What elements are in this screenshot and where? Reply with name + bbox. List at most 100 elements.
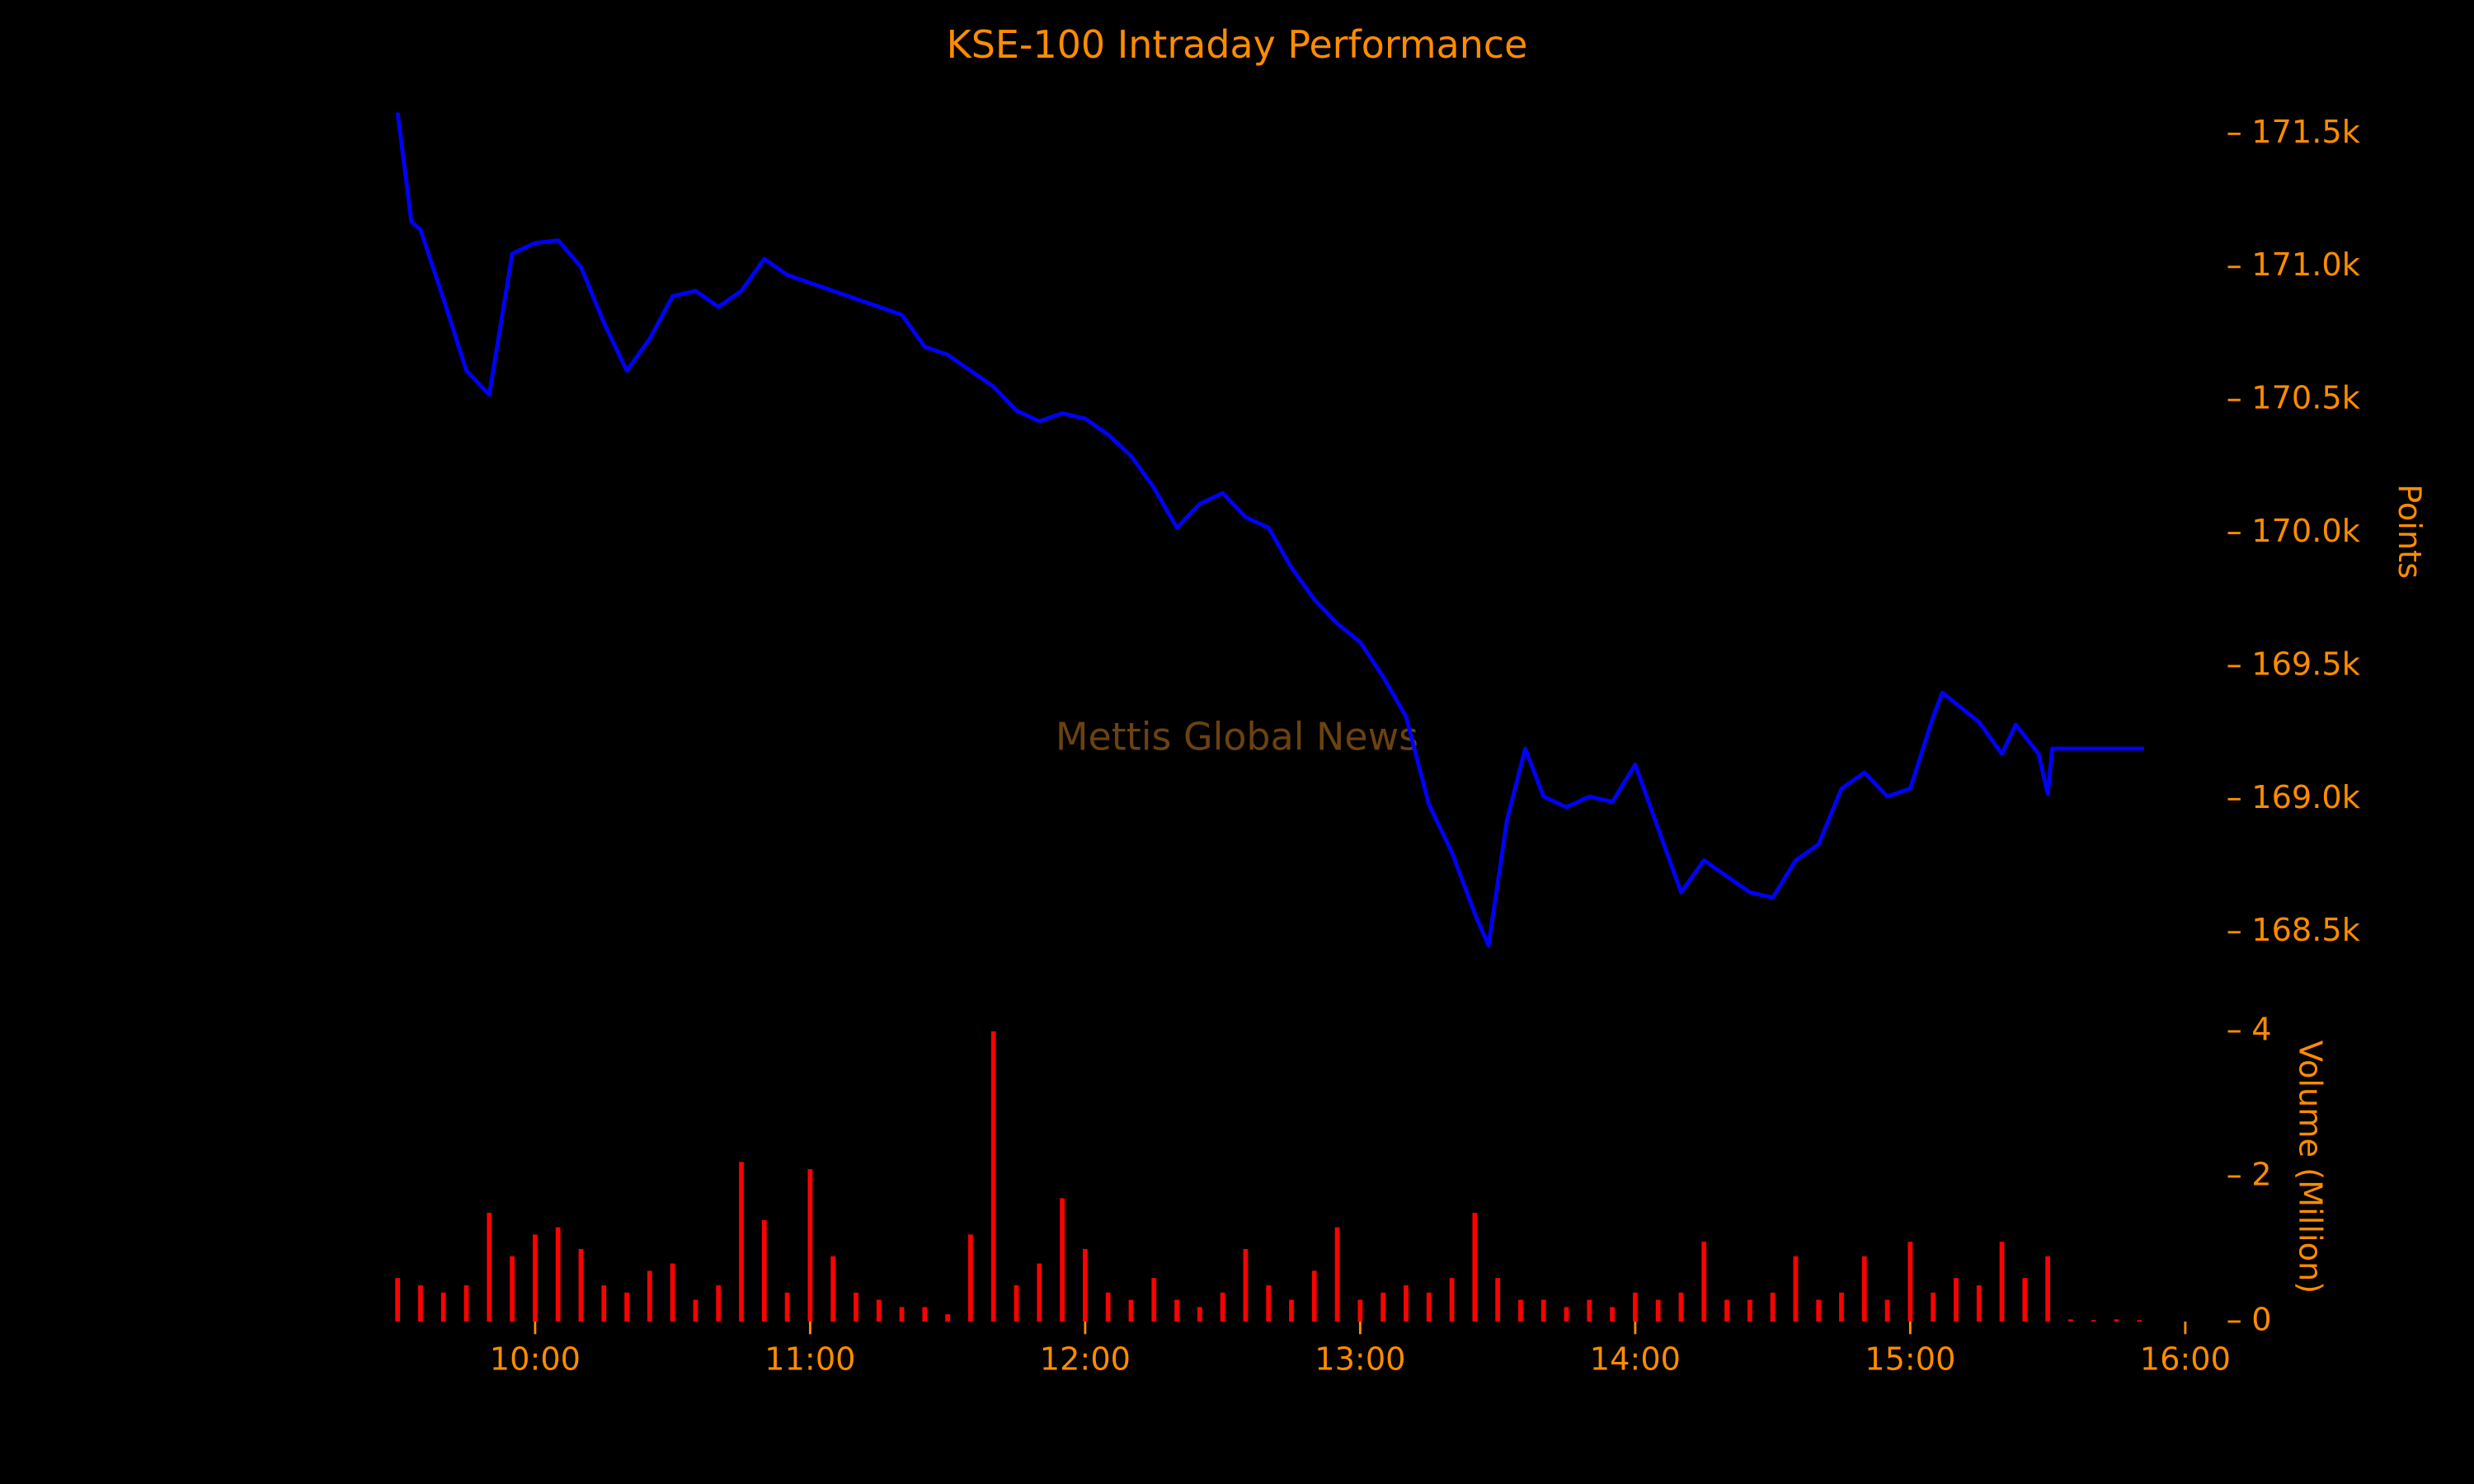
volume-bar xyxy=(2045,1256,2050,1322)
volume-bar xyxy=(1976,1284,1982,1322)
volume-bar xyxy=(1747,1299,1752,1322)
volume-bar xyxy=(463,1284,469,1322)
volume-bar xyxy=(1197,1307,1202,1322)
y-axis-label: Points xyxy=(2391,484,2428,579)
volume-bar xyxy=(1449,1278,1455,1322)
volume-bar xyxy=(1678,1292,1684,1322)
volume-bar xyxy=(1311,1270,1317,1322)
volume-bar xyxy=(1701,1242,1707,1322)
volume-bar xyxy=(1816,1299,1822,1322)
volume-bar xyxy=(1587,1299,1592,1322)
volume-bar xyxy=(670,1263,675,1322)
volume-bar xyxy=(693,1299,698,1322)
volume-bar xyxy=(716,1284,722,1322)
volume-bar xyxy=(555,1227,561,1322)
volume-bar xyxy=(1243,1248,1249,1322)
volume-bar xyxy=(1083,1248,1088,1322)
volume-bar xyxy=(761,1219,767,1322)
y2-axis-label: Volume (Million) xyxy=(2292,1040,2329,1294)
volume-bar xyxy=(1999,1242,2005,1322)
volume-bar xyxy=(533,1234,538,1322)
x-tick-label: 15:00 xyxy=(1865,1341,1955,1378)
volume-bar xyxy=(2022,1278,2028,1322)
volume-bar xyxy=(1105,1292,1111,1322)
volume-bar xyxy=(945,1314,951,1322)
volume-bar xyxy=(1174,1299,1179,1322)
y-tick-label: 171.0k xyxy=(2251,247,2361,284)
volume-bar xyxy=(1655,1299,1661,1322)
volume-bar xyxy=(1128,1299,1134,1322)
volume-bar xyxy=(899,1307,905,1322)
volume-bar xyxy=(1540,1299,1546,1322)
y-tick-label: 2 xyxy=(2251,1156,2271,1193)
volume-bar xyxy=(1861,1256,1867,1322)
volume-bar xyxy=(487,1212,492,1322)
volume-bar xyxy=(1564,1307,1569,1322)
y-tick-label: 4 xyxy=(2251,1012,2271,1049)
y-tick-label: 0 xyxy=(2251,1301,2271,1338)
volume-bar xyxy=(624,1292,629,1322)
x-tick-label: 13:00 xyxy=(1315,1341,1405,1378)
y-tick-label: 169.5k xyxy=(2251,646,2361,683)
volume-bar xyxy=(1793,1256,1799,1322)
volume-bar xyxy=(647,1270,652,1322)
x-tick-label: 10:00 xyxy=(490,1341,581,1378)
volume-bar xyxy=(1289,1299,1294,1322)
watermark: Mettis Global News xyxy=(1056,715,1418,759)
volume-bar xyxy=(1884,1299,1890,1322)
volume-bar xyxy=(2114,1319,2119,1322)
volume-bar xyxy=(854,1292,858,1322)
x-tick-label: 14:00 xyxy=(1590,1341,1681,1378)
volume-bar xyxy=(395,1278,401,1322)
volume-bar xyxy=(807,1169,813,1322)
volume-bar xyxy=(1151,1278,1157,1322)
y-tick-label: 168.5k xyxy=(2251,912,2361,949)
price-line xyxy=(395,112,2144,948)
volume-bar xyxy=(1495,1278,1501,1322)
volume-bar xyxy=(830,1256,836,1322)
y-tick-label: 171.5k xyxy=(2251,114,2361,151)
y-tick-label: 170.0k xyxy=(2251,513,2361,550)
chart-title: KSE-100 Intraday Performance xyxy=(947,22,1528,67)
volume-bar xyxy=(1220,1292,1225,1322)
volume-bar xyxy=(1037,1263,1042,1322)
volume-bar xyxy=(968,1234,973,1322)
volume-bar xyxy=(2137,1320,2142,1322)
volume-bar xyxy=(440,1292,446,1322)
volume-bar xyxy=(1334,1227,1340,1322)
volume-bar xyxy=(1404,1284,1409,1322)
volume-bar xyxy=(1426,1292,1432,1322)
volume-bar xyxy=(922,1307,928,1322)
volume-bar xyxy=(2068,1319,2073,1322)
volume-bar xyxy=(739,1162,744,1322)
volume-bar xyxy=(1907,1242,1913,1322)
volume-bar xyxy=(1357,1299,1363,1322)
volume-bar xyxy=(510,1256,515,1322)
volume-bar xyxy=(601,1284,607,1322)
volume-bar xyxy=(1724,1299,1729,1322)
volume-bar xyxy=(876,1299,882,1322)
volume-bar xyxy=(1839,1292,1844,1322)
volume-bar xyxy=(1954,1278,1959,1322)
volume-bar xyxy=(1266,1284,1272,1322)
volume-bar xyxy=(1014,1284,1019,1322)
volume-bar xyxy=(1472,1212,1478,1322)
volume-bar xyxy=(578,1248,584,1322)
volume-bar xyxy=(1931,1292,1936,1322)
y-tick-label: 170.5k xyxy=(2251,380,2361,417)
volume-bar xyxy=(1610,1307,1615,1322)
x-tick-label: 16:00 xyxy=(2140,1341,2231,1378)
y-tick-label: 169.0k xyxy=(2251,779,2361,816)
volume-bar xyxy=(1380,1292,1386,1322)
x-tick-label: 12:00 xyxy=(1040,1341,1131,1378)
volume-bar xyxy=(784,1292,790,1322)
x-tick-label: 11:00 xyxy=(764,1341,855,1378)
volume-bar xyxy=(2091,1320,2096,1322)
volume-bar xyxy=(1060,1198,1065,1322)
volume-bar xyxy=(1770,1292,1776,1322)
volume-bar xyxy=(1633,1292,1638,1322)
